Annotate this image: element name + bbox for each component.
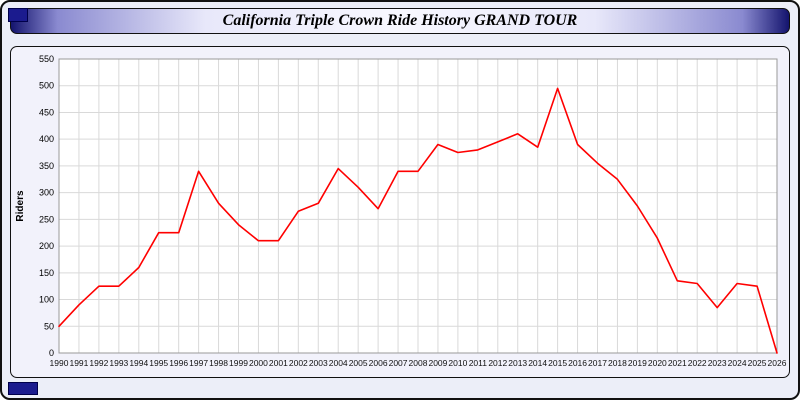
x-tick-label: 2002 — [289, 358, 308, 368]
x-tick-label: 2014 — [528, 358, 547, 368]
y-tick-label: 400 — [39, 134, 54, 144]
y-tick-label: 550 — [39, 54, 54, 64]
page-title: California Triple Crown Ride History GRA… — [222, 12, 578, 29]
x-tick-label: 2000 — [249, 358, 268, 368]
x-tick-label: 1991 — [69, 358, 88, 368]
x-tick-label: 2024 — [728, 358, 747, 368]
x-tick-label: 2003 — [309, 358, 328, 368]
x-tick-label: 2025 — [748, 358, 767, 368]
y-tick-label: 450 — [39, 107, 54, 117]
x-tick-label: 2010 — [448, 358, 467, 368]
bottom-left-corner-box — [8, 382, 38, 395]
x-tick-label: 1993 — [109, 358, 128, 368]
chart-panel: 0 50 100 150 200 250 300 350 400 450 500 550 1990 199… — [10, 46, 790, 378]
x-tick-label: 2012 — [488, 358, 507, 368]
riders-series-line — [58, 87, 778, 354]
y-tick-label: 250 — [39, 214, 54, 224]
x-tick-label: 2011 — [469, 358, 488, 368]
plot-border — [58, 58, 778, 354]
x-tick-label: 2026 — [768, 358, 787, 368]
x-tick-label: 2006 — [369, 358, 388, 368]
x-tick-label: 1999 — [229, 358, 248, 368]
x-tick-label: 2023 — [708, 358, 727, 368]
x-tick-label: 1996 — [169, 358, 188, 368]
y-tick-label: 200 — [39, 241, 54, 251]
x-tick-label: 2019 — [628, 358, 647, 368]
y-tick-label: 350 — [39, 161, 54, 171]
x-tick-label: 1994 — [129, 358, 148, 368]
y-tick-label: 100 — [39, 295, 54, 305]
x-tick-label: 1990 — [50, 358, 69, 368]
x-tick-label: 1997 — [189, 358, 208, 368]
x-tick-label: 1995 — [149, 358, 168, 368]
top-left-corner-box — [8, 8, 28, 22]
x-tick-label: 2018 — [608, 358, 627, 368]
y-axis-title: Riders — [15, 190, 26, 222]
x-tick-label: 1992 — [89, 358, 108, 368]
x-tick-label: 2021 — [668, 358, 687, 368]
x-tick-label: 2022 — [688, 358, 707, 368]
x-tick-label: 2005 — [349, 358, 368, 368]
y-tick-label: 300 — [39, 188, 54, 198]
x-tick-label: 2020 — [648, 358, 667, 368]
x-tick-label: 2004 — [329, 358, 348, 368]
x-tick-label: 2016 — [568, 358, 587, 368]
x-tick-label: 1998 — [209, 358, 228, 368]
y-tick-label: 150 — [39, 268, 54, 278]
y-tick-label: 50 — [44, 321, 54, 331]
x-tick-label: 2017 — [588, 358, 607, 368]
y-tick-label: 0 — [49, 348, 54, 358]
x-tick-label: 2009 — [428, 358, 447, 368]
x-tick-label: 2008 — [409, 358, 428, 368]
title-bar: California Triple Crown Ride History GRA… — [10, 8, 790, 34]
x-tick-label: 2015 — [548, 358, 567, 368]
y-tick-label: 500 — [39, 81, 54, 91]
x-tick-label: 2013 — [508, 358, 527, 368]
x-tick-label: 2001 — [269, 358, 288, 368]
x-tick-label: 2007 — [389, 358, 408, 368]
